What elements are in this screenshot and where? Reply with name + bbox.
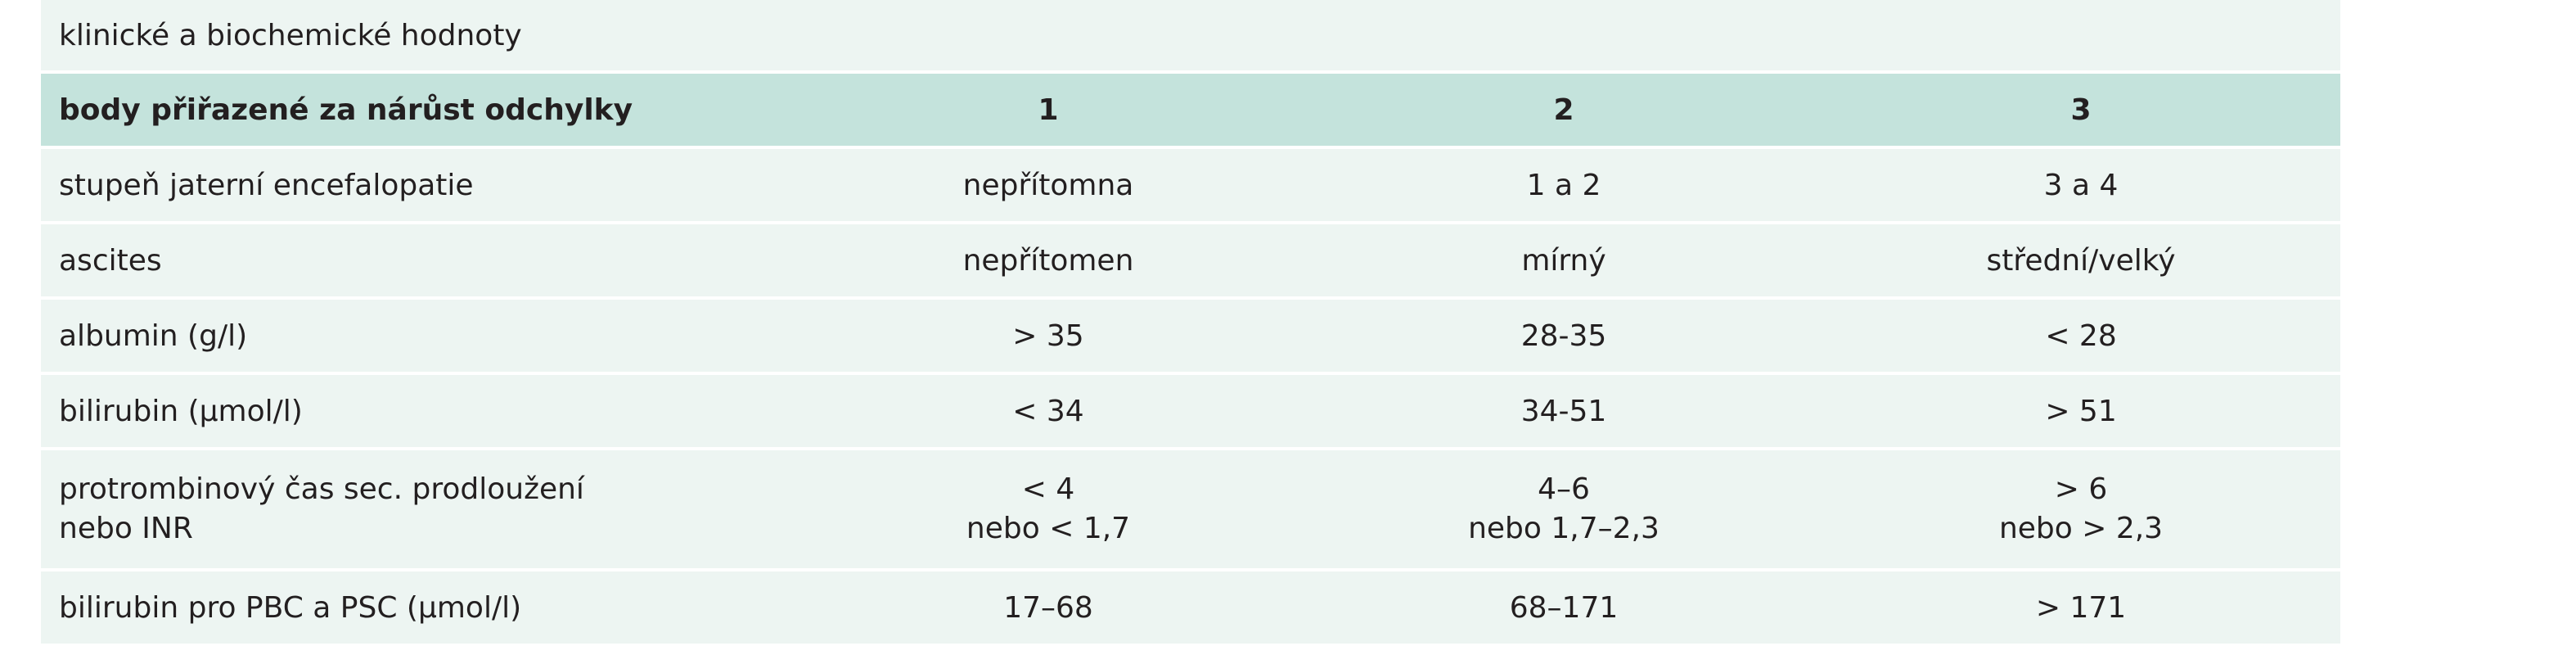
table-row: bilirubin pro PBC a PSC (μmol/l) 17–68 68–…	[41, 570, 2341, 647]
table-cell: střední/velký	[1822, 223, 2341, 300]
table-cell: bilirubin pro PBC a PSC (μmol/l)	[41, 570, 790, 647]
table-row: stupeň jaterní encefalopatie nepřítomna 1 …	[41, 147, 2341, 224]
header-cell: body přiřazené za nárůst odchylky	[41, 72, 790, 149]
table-row: ascites nepřítomen mírný střední/velký	[41, 223, 2341, 300]
table-cell: < 34	[790, 373, 1306, 450]
table-cell: 17–68	[790, 570, 1306, 647]
table-cell: 1 a 2	[1306, 147, 1822, 224]
table-cell: 28-35	[1306, 298, 1822, 375]
score-table: klinické a biochemické hodnoty body přiř…	[41, 0, 2341, 647]
table-row: albumin (g/l) > 35 28-35 < 28	[41, 298, 2341, 375]
table-cell: stupeň jaterní encefalopatie	[41, 147, 790, 224]
caption-row: klinické a biochemické hodnoty	[41, 0, 2341, 74]
header-cell: 2	[1306, 72, 1822, 149]
table-cell: > 171	[1822, 570, 2341, 647]
header-cell: 1	[790, 72, 1306, 149]
table-cell: 68–171	[1306, 570, 1822, 647]
table-cell: 4–6 nebo 1,7–2,3	[1306, 449, 1822, 571]
table-cell: 34-51	[1306, 373, 1822, 450]
table-cell: albumin (g/l)	[41, 298, 790, 375]
table-cell: 3 a 4	[1822, 147, 2341, 224]
table-cell: < 4 nebo < 1,7	[790, 449, 1306, 571]
table-cell: protrombinový čas sec. prodloužení nebo …	[41, 449, 790, 571]
table-cell: > 51	[1822, 373, 2341, 450]
table-cell: nepřítomna	[790, 147, 1306, 224]
header-cell: 3	[1822, 72, 2341, 149]
table-cell: < 28	[1822, 298, 2341, 375]
table-cell: bilirubin (μmol/l)	[41, 373, 790, 450]
table-cell: mírný	[1306, 223, 1822, 300]
table-wrap: klinické a biochemické hodnoty body přiř…	[41, 0, 2341, 647]
table-row: bilirubin (μmol/l) < 34 34-51 > 51	[41, 373, 2341, 450]
table-caption: klinické a biochemické hodnoty	[41, 0, 2341, 74]
table-cell: ascites	[41, 223, 790, 300]
table-body: klinické a biochemické hodnoty body přiř…	[41, 0, 2341, 647]
table-cell: > 35	[790, 298, 1306, 375]
table-cell: nepřítomen	[790, 223, 1306, 300]
table-cell: > 6 nebo > 2,3	[1822, 449, 2341, 571]
table-row: protrombinový čas sec. prodloužení nebo …	[41, 449, 2341, 571]
header-row: body přiřazené za nárůst odchylky 1 2 3	[41, 72, 2341, 149]
